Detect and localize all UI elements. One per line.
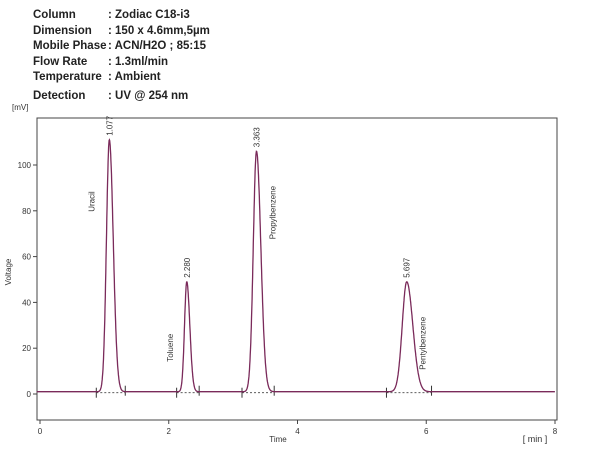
x-unit-label: [ min ] (523, 434, 548, 444)
condition-label: Mobile Phase (33, 40, 107, 52)
condition-value: : Ambient (108, 71, 161, 83)
condition-value: : 150 x 4.6mm,5µm (108, 24, 210, 37)
condition-row: Column : Zodiac C18-i3 (33, 8, 210, 24)
y-tick-label: 0 (27, 390, 32, 399)
y-axis-title: Voltage (4, 258, 13, 285)
peak-rt-label: 5.697 (403, 257, 412, 278)
y-tick-label: 80 (22, 207, 31, 216)
condition-label: Dimension (33, 24, 92, 37)
x-tick-label: 4 (295, 427, 300, 436)
x-tick-label: 0 (38, 427, 43, 436)
condition-row: Detection : UV @ 254 nm (33, 89, 210, 105)
peak-rt-label: 2.280 (183, 257, 192, 278)
plot-frame (36, 117, 558, 421)
condition-value: : UV @ 254 nm (108, 89, 189, 102)
peak-rt-label: 1.077 (105, 115, 114, 136)
method-conditions: Column : Zodiac C18-i3 Dimension : 150 x 4.… (33, 8, 210, 104)
peak-name-label: Uracil (87, 191, 96, 212)
condition-row: Flow Rate : 1.3ml/min (33, 55, 210, 71)
peak-name-label: Toluene (166, 333, 175, 362)
peak-name-label: Propylbenzene (268, 185, 277, 239)
labels: 0 20 40 60 80 100 0 2 4 6 8 [mV] Voltage Time [ min ] 1… (4, 103, 558, 444)
condition-row: Dimension : 150 x 4.6mm,5µm (33, 24, 210, 40)
x-tick-label: 6 (424, 427, 429, 436)
condition-row: Mobile Phase: ACN/H2O ; 85:15 (33, 39, 210, 55)
y-tick-label: 100 (18, 161, 32, 170)
y-tick-label: 20 (22, 344, 31, 353)
condition-row: Temperature : Ambient (33, 70, 210, 86)
condition-value: : Zodiac C18-i3 (108, 9, 190, 21)
condition-value: : 1.3ml/min (108, 55, 169, 68)
trace-layer (36, 138, 555, 393)
condition-label: Column (33, 9, 76, 21)
y-tick-label: 40 (22, 298, 31, 307)
x-tick-label: 8 (553, 427, 558, 436)
chromatogram-trace (36, 138, 555, 393)
x-tick-label: 2 (167, 427, 172, 436)
condition-label: Detection (33, 89, 86, 102)
peak-rt-label: 3.363 (252, 127, 261, 148)
condition-value: : ACN/H2O ; 85:15 (108, 40, 206, 52)
peak-name-label: Pentylbenzene (419, 316, 428, 369)
y-unit-label: [mV] (12, 103, 28, 112)
y-tick-label: 60 (22, 253, 31, 262)
x-axis-title: Time (269, 435, 287, 444)
axes (33, 117, 558, 424)
condition-label: Flow Rate (33, 55, 88, 68)
condition-label: Temperature (33, 71, 102, 83)
